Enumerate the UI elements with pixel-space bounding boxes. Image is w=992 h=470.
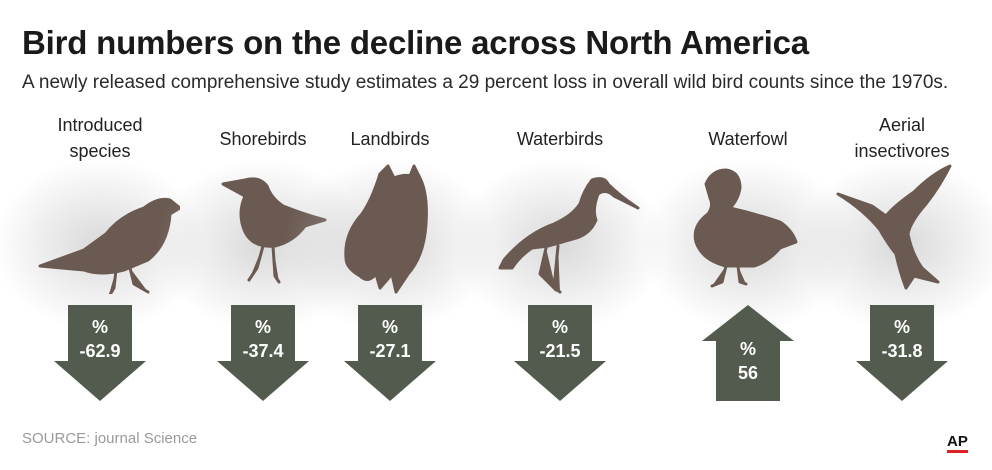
arrow-down-icon [856,305,948,401]
category-label: Waterfowl [653,126,843,152]
category-label: Shorebirds [168,126,358,152]
bird-silhouette [836,164,952,290]
category-label: Introduced species [5,112,195,164]
chart-subtitle: A newly released comprehensive study est… [22,72,949,93]
category-label-line: Shorebirds [219,129,307,149]
value-arrow [514,305,606,401]
bird-group: Waterbirds% -21.5 [455,112,665,407]
sandpiper-icon [221,177,327,284]
heron-icon [498,177,640,294]
category-label-line: insectivores [854,141,950,161]
arrow-up-icon [702,305,794,401]
value-number: -31.8 [881,341,923,361]
category-label: Landbirds [295,126,485,152]
value-arrow [856,305,948,401]
category-label-line: Landbirds [350,129,430,149]
value-label: % -37.4 [168,315,358,363]
arrow-down-icon [54,305,146,401]
value-label: % -27.1 [295,315,485,363]
value-unit: % [739,339,756,359]
value-unit: % [893,317,910,337]
arrow-down-icon [217,305,309,401]
bird-group: Introduced species% -62.9 [0,112,205,407]
arrow-down-icon [344,305,436,401]
bird-silhouette [38,197,180,294]
value-number: 56 [737,363,759,383]
category-label: Aerial insectivores [807,112,992,164]
bird-silhouette [344,164,428,294]
ap-logo: AP [947,434,968,453]
bird-group: Aerial insectivores% -31.8 [797,112,992,407]
category-label-line: Aerial [878,115,926,135]
owl-icon [344,164,428,294]
value-arrow [217,305,309,401]
duck-icon [693,168,798,288]
value-arrow [344,305,436,401]
sparrow-icon [38,197,180,294]
value-unit: % [551,317,568,337]
source-note: SOURCE: journal Science [22,430,198,447]
category-label-line: Introduced [57,115,143,135]
value-arrow [54,305,146,401]
category-label: Waterbirds [465,126,655,152]
bird-silhouette [221,177,327,284]
value-number: -21.5 [539,341,581,361]
value-number: -27.1 [369,341,411,361]
value-unit: % [381,317,398,337]
swallow-icon [836,164,952,290]
bird-silhouette [498,177,640,294]
value-label: % -31.8 [807,315,992,363]
category-label-line: Waterfowl [708,129,788,149]
value-label: % 56 [653,337,843,385]
value-unit: % [91,317,108,337]
value-number: -37.4 [242,341,284,361]
value-unit: % [254,317,271,337]
bird-group: Landbirds% -27.1 [285,112,495,407]
value-arrow [702,305,794,401]
value-number: -62.9 [79,341,121,361]
chart-title: Bird numbers on the decline across North… [22,24,809,61]
category-label-line: species [69,141,131,161]
arrow-down-icon [514,305,606,401]
value-label: % -62.9 [5,315,195,363]
value-label: % -21.5 [465,315,655,363]
bird-silhouette [693,168,798,288]
category-label-line: Waterbirds [516,129,604,149]
